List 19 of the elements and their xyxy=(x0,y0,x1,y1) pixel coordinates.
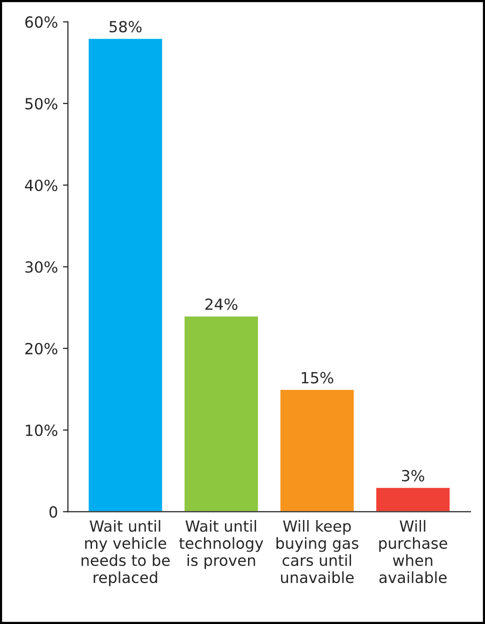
y-tick-label: 60% xyxy=(25,16,58,28)
data-label: 15% xyxy=(302,372,334,384)
y-tick-label: 50% xyxy=(25,98,58,110)
bar xyxy=(374,486,452,512)
x-tick-label: Will purchase when available xyxy=(379,520,448,584)
data-label: 58% xyxy=(110,20,142,32)
y-tick-label: 40% xyxy=(24,180,58,192)
bar xyxy=(279,388,356,512)
data-label: 24% xyxy=(205,298,238,310)
x-tick-label: Wait until my vehicle needs to be replaced xyxy=(82,520,170,586)
y-tick-label: 30% xyxy=(25,261,58,273)
x-tick-label: Will keep buying gas cars until unavaible xyxy=(276,520,358,584)
data-label: 3% xyxy=(402,470,424,482)
x-tick-label: Wait until technology is proven xyxy=(179,520,264,570)
y-tick-label: 20% xyxy=(25,342,58,354)
bar xyxy=(183,315,260,512)
y-tick-label: 0 xyxy=(49,506,58,518)
y-tick-label: 10% xyxy=(26,424,58,436)
bar xyxy=(87,37,164,512)
